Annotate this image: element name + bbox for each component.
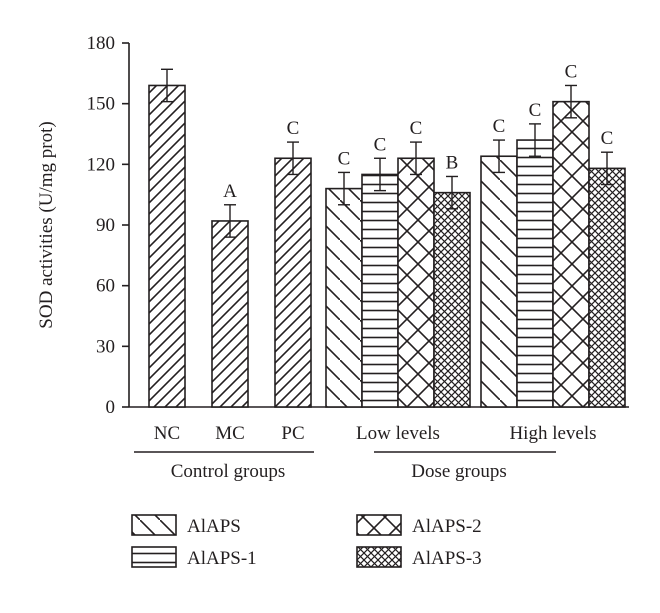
y-tick-label: 90 [96,215,115,236]
bar [480,155,518,408]
data-label: C [374,134,387,155]
legend-swatch [356,546,402,568]
data-label: C [493,116,506,137]
data-label: C [287,118,300,139]
category-label: High levels [509,423,596,444]
legend-label: AlAPS-2 [412,516,482,537]
x-labels: NC MC PC Low levels High levels Control group… [134,423,597,482]
data-label: C [601,128,614,149]
category-label: Low levels [356,423,440,444]
bar [325,187,363,408]
data-label: C [410,118,423,139]
legend-label: AlAPS [187,516,241,537]
legend: AlAPS AlAPS-1 AlAPS-2 AlAPS-3 [131,514,482,569]
data-label: A [223,181,237,202]
bar [397,157,435,408]
y-tick-label: 60 [96,276,115,297]
category-label: PC [281,423,304,444]
bar [148,84,186,408]
y-tick-label: 180 [87,33,116,54]
category-label: MC [215,423,245,444]
legend-swatch [356,514,402,536]
legend-label: AlAPS-3 [412,548,482,569]
data-label: C [338,148,351,169]
bar [588,167,626,408]
bar [516,139,554,408]
legend-swatch [131,514,177,536]
y-tick-label: 0 [106,397,116,418]
bar [552,100,590,408]
category-label: NC [154,423,180,444]
y-axis-title: SOD activities (U/mg prot) [36,121,57,328]
y-tick-label: 30 [96,336,115,357]
bar [361,173,399,408]
bar [274,157,312,408]
data-label: C [529,100,542,121]
data-label: B [446,152,459,173]
group-label-control: Control groups [171,461,286,482]
y-tick-label: 120 [87,154,116,175]
bar [211,220,249,408]
y-tick-label: 150 [87,94,116,115]
bar [433,191,471,408]
data-label: C [565,61,578,82]
legend-swatch [131,546,177,568]
bars: A C C C C B C C C C [148,61,626,408]
axes: 0 30 60 90 120 150 180 SOD activities (U/mg pro… [36,33,629,418]
legend-label: AlAPS-1 [187,548,257,569]
group-label-dose: Dose groups [411,461,507,482]
